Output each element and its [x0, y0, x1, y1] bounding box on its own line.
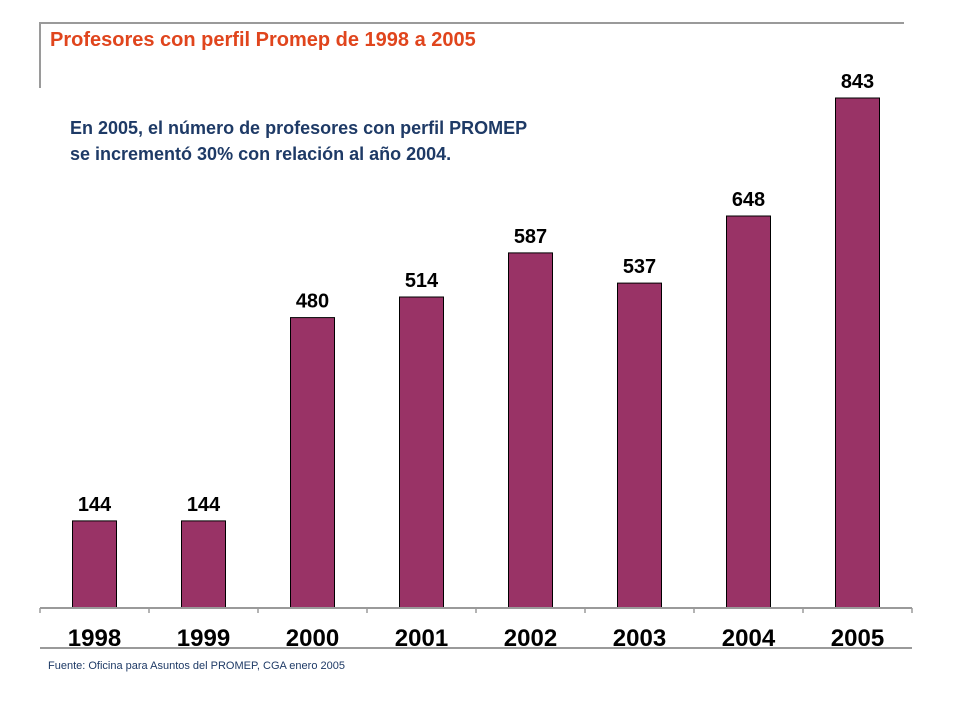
- bar-2005: [835, 97, 880, 609]
- annotation-line-2: se incrementó 30% con relación al año 20…: [70, 144, 452, 164]
- data-label-2000: 480: [296, 291, 329, 313]
- frame-top-border: [40, 22, 904, 24]
- bar-2002: [508, 252, 553, 609]
- data-label-2005: 843: [841, 71, 874, 93]
- chart-annotation: En 2005, el número de profesores con per…: [70, 115, 670, 167]
- source-note: Fuente: Oficina para Asuntos del PROMEP,…: [48, 660, 345, 672]
- data-label-2002: 587: [514, 226, 547, 248]
- bar-2003: [617, 282, 662, 609]
- data-label-1998: 144: [78, 494, 112, 516]
- data-label-1999: 144: [187, 494, 221, 516]
- data-label-2003: 537: [623, 256, 656, 278]
- bar-2001: [399, 296, 444, 609]
- bar-2004: [726, 215, 771, 609]
- bar-1998: [72, 520, 117, 609]
- page-title: Profesores con perfil Promep de 1998 a 2…: [50, 29, 476, 51]
- bar-2000: [290, 317, 335, 609]
- data-label-2001: 514: [405, 270, 439, 292]
- frame-left-border: [39, 22, 41, 88]
- annotation-line-1: En 2005, el número de profesores con per…: [70, 118, 528, 138]
- data-label-2004: 648: [732, 189, 765, 211]
- bar-1999: [181, 520, 226, 609]
